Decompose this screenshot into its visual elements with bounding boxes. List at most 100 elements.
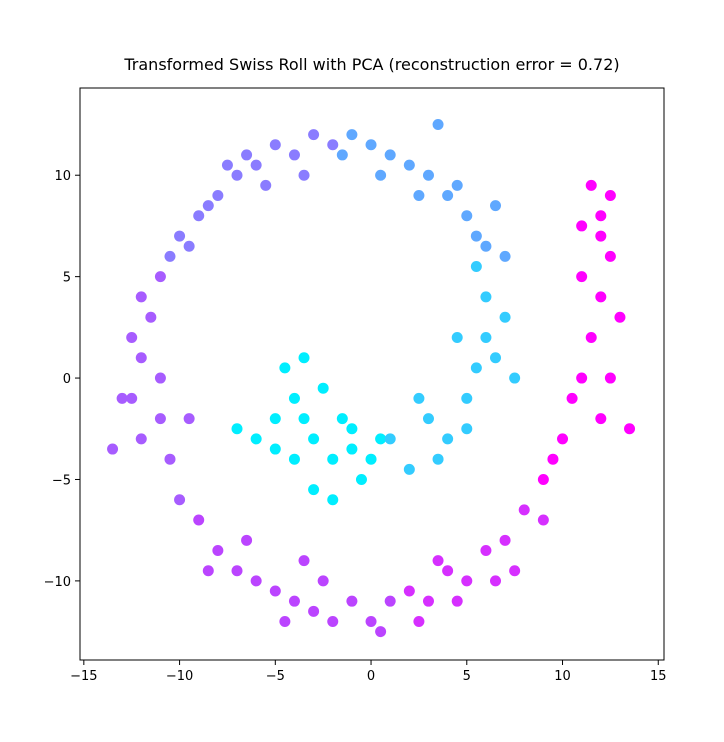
point <box>260 179 272 191</box>
point <box>250 433 262 445</box>
point <box>442 433 454 445</box>
point <box>413 190 425 202</box>
x-tick-label: 15 <box>650 669 667 684</box>
point <box>375 626 387 638</box>
point <box>298 413 310 425</box>
point <box>288 149 300 161</box>
x-tick-label: 0 <box>367 669 375 684</box>
point <box>327 494 339 506</box>
point <box>451 595 463 607</box>
point <box>116 392 128 404</box>
point <box>298 169 310 181</box>
point <box>250 159 262 171</box>
point <box>126 392 138 404</box>
point <box>308 433 320 445</box>
point <box>518 504 530 516</box>
point <box>557 433 569 445</box>
point <box>288 392 300 404</box>
point <box>403 159 415 171</box>
point <box>269 585 281 597</box>
point <box>107 443 119 455</box>
point <box>461 575 473 587</box>
point <box>604 190 616 202</box>
point <box>509 372 521 384</box>
point <box>480 240 492 252</box>
point <box>193 514 205 526</box>
point <box>490 575 502 587</box>
point <box>365 453 377 465</box>
point <box>212 544 224 556</box>
point <box>221 159 233 171</box>
point <box>202 565 214 577</box>
point <box>154 271 166 283</box>
point <box>346 423 358 435</box>
point <box>461 423 473 435</box>
x-tick-label: −5 <box>266 669 285 684</box>
point <box>231 565 243 577</box>
point <box>164 250 176 262</box>
y-tick-label: 5 <box>63 271 71 286</box>
point <box>336 413 348 425</box>
point <box>604 250 616 262</box>
point <box>375 433 387 445</box>
point <box>346 595 358 607</box>
point <box>298 555 310 567</box>
point <box>327 453 339 465</box>
point <box>365 615 377 627</box>
point <box>212 190 224 202</box>
point <box>547 453 559 465</box>
point <box>317 575 329 587</box>
point <box>269 443 281 455</box>
point <box>595 291 607 303</box>
point <box>442 190 454 202</box>
point <box>614 311 626 323</box>
point <box>499 311 511 323</box>
point <box>269 413 281 425</box>
x-tick-label: 10 <box>554 669 571 684</box>
point <box>193 210 205 222</box>
point <box>308 605 320 617</box>
point <box>241 149 253 161</box>
point <box>480 331 492 343</box>
point <box>327 139 339 151</box>
point <box>576 220 588 232</box>
point <box>126 331 138 343</box>
point <box>183 413 195 425</box>
point <box>442 565 454 577</box>
point <box>164 453 176 465</box>
point <box>154 372 166 384</box>
point <box>145 311 157 323</box>
point <box>288 595 300 607</box>
point <box>624 423 636 435</box>
point <box>595 230 607 242</box>
point <box>461 392 473 404</box>
point <box>403 463 415 475</box>
point <box>480 291 492 303</box>
point <box>365 139 377 151</box>
point <box>231 169 243 181</box>
point <box>384 149 396 161</box>
point <box>384 595 396 607</box>
point <box>422 413 434 425</box>
point <box>451 179 463 191</box>
point <box>413 615 425 627</box>
x-tick-label: 5 <box>463 669 471 684</box>
point <box>499 534 511 546</box>
point <box>490 352 502 364</box>
point <box>279 362 291 374</box>
point <box>461 210 473 222</box>
point <box>422 595 434 607</box>
point <box>231 423 243 435</box>
point <box>202 200 214 212</box>
chart-title: Transformed Swiss Roll with PCA (reconst… <box>123 55 619 74</box>
point <box>288 453 300 465</box>
point <box>298 352 310 364</box>
x-tick-label: −10 <box>166 669 193 684</box>
point <box>279 615 291 627</box>
point <box>269 139 281 151</box>
point <box>413 392 425 404</box>
point <box>432 119 444 131</box>
y-tick-label: 0 <box>63 372 71 387</box>
point <box>470 260 482 272</box>
